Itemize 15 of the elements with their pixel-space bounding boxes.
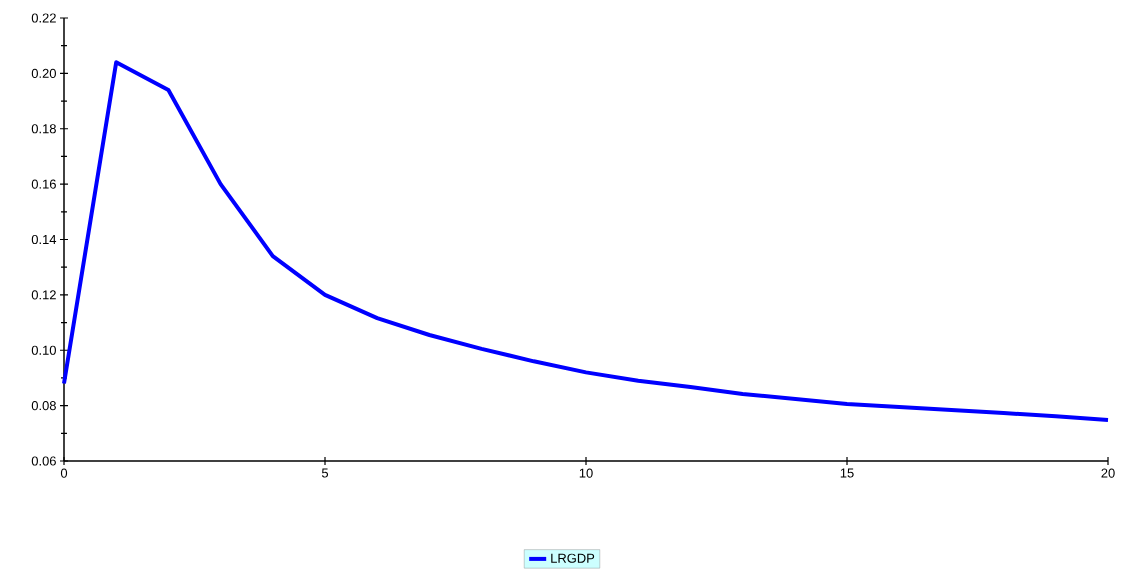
y-tick-label: 0.10 [31, 345, 56, 355]
y-tick-label: 0.06 [31, 456, 56, 466]
x-tick-label: 15 [840, 468, 854, 478]
y-tick-label: 0.22 [31, 13, 56, 23]
legend-label: LRGDP [551, 553, 595, 563]
x-tick-label: 20 [1101, 468, 1115, 478]
y-tick-label: 0.18 [31, 124, 56, 134]
y-tick-label: 0.08 [31, 401, 56, 411]
y-tick-label: 0.20 [31, 68, 56, 78]
y-tick-label: 0.12 [31, 290, 56, 300]
x-tick-label: 5 [321, 468, 329, 478]
x-tick-label: 10 [579, 468, 593, 478]
y-tick-label: 0.14 [31, 234, 57, 245]
x-tick-label: 0 [60, 468, 68, 478]
y-tick-label: 0.16 [31, 179, 56, 189]
